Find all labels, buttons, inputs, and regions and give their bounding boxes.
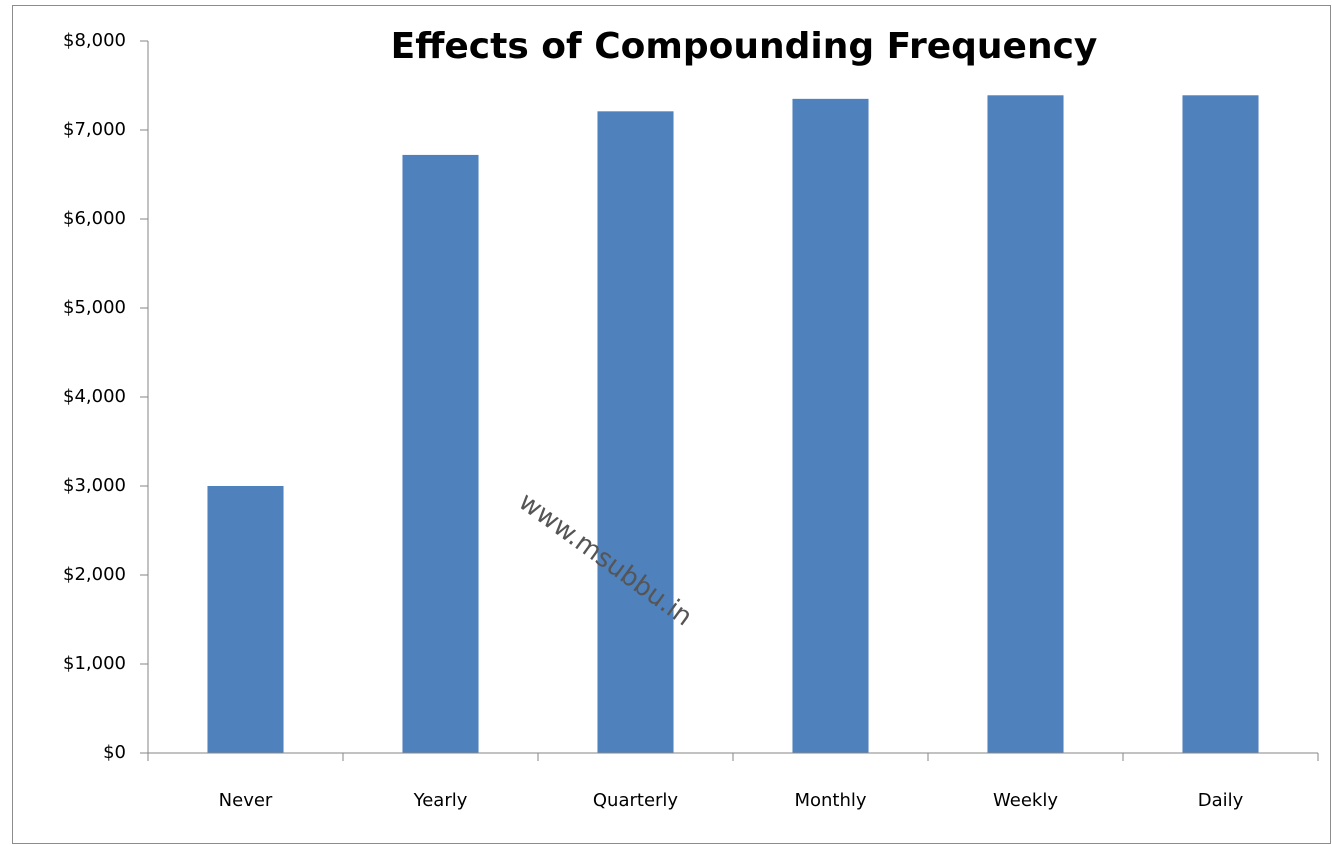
bar bbox=[597, 111, 674, 753]
y-tick-label: $6,000 bbox=[63, 208, 126, 229]
x-tick-label: Monthly bbox=[794, 790, 866, 811]
bar bbox=[207, 486, 284, 753]
x-tick-label: Never bbox=[219, 790, 273, 811]
x-tick-label: Quarterly bbox=[593, 790, 679, 811]
y-tick-label: $3,000 bbox=[63, 475, 126, 496]
y-tick-label: $7,000 bbox=[63, 119, 126, 140]
y-tick-label: $4,000 bbox=[63, 386, 126, 407]
y-tick-label: $2,000 bbox=[63, 564, 126, 585]
bar bbox=[1182, 95, 1259, 754]
y-tick-label: $5,000 bbox=[63, 297, 126, 318]
y-tick-label: $8,000 bbox=[63, 30, 126, 51]
y-tick-label: $1,000 bbox=[63, 653, 126, 674]
x-tick-label: Daily bbox=[1198, 790, 1244, 811]
x-tick-label: Yearly bbox=[413, 790, 468, 811]
chart-title: Effects of Compounding Frequency bbox=[391, 26, 1098, 67]
y-tick-label: $0 bbox=[103, 742, 126, 763]
x-tick-label: Weekly bbox=[993, 790, 1058, 811]
bar bbox=[987, 95, 1064, 754]
bar bbox=[792, 98, 869, 754]
bar bbox=[402, 154, 479, 754]
